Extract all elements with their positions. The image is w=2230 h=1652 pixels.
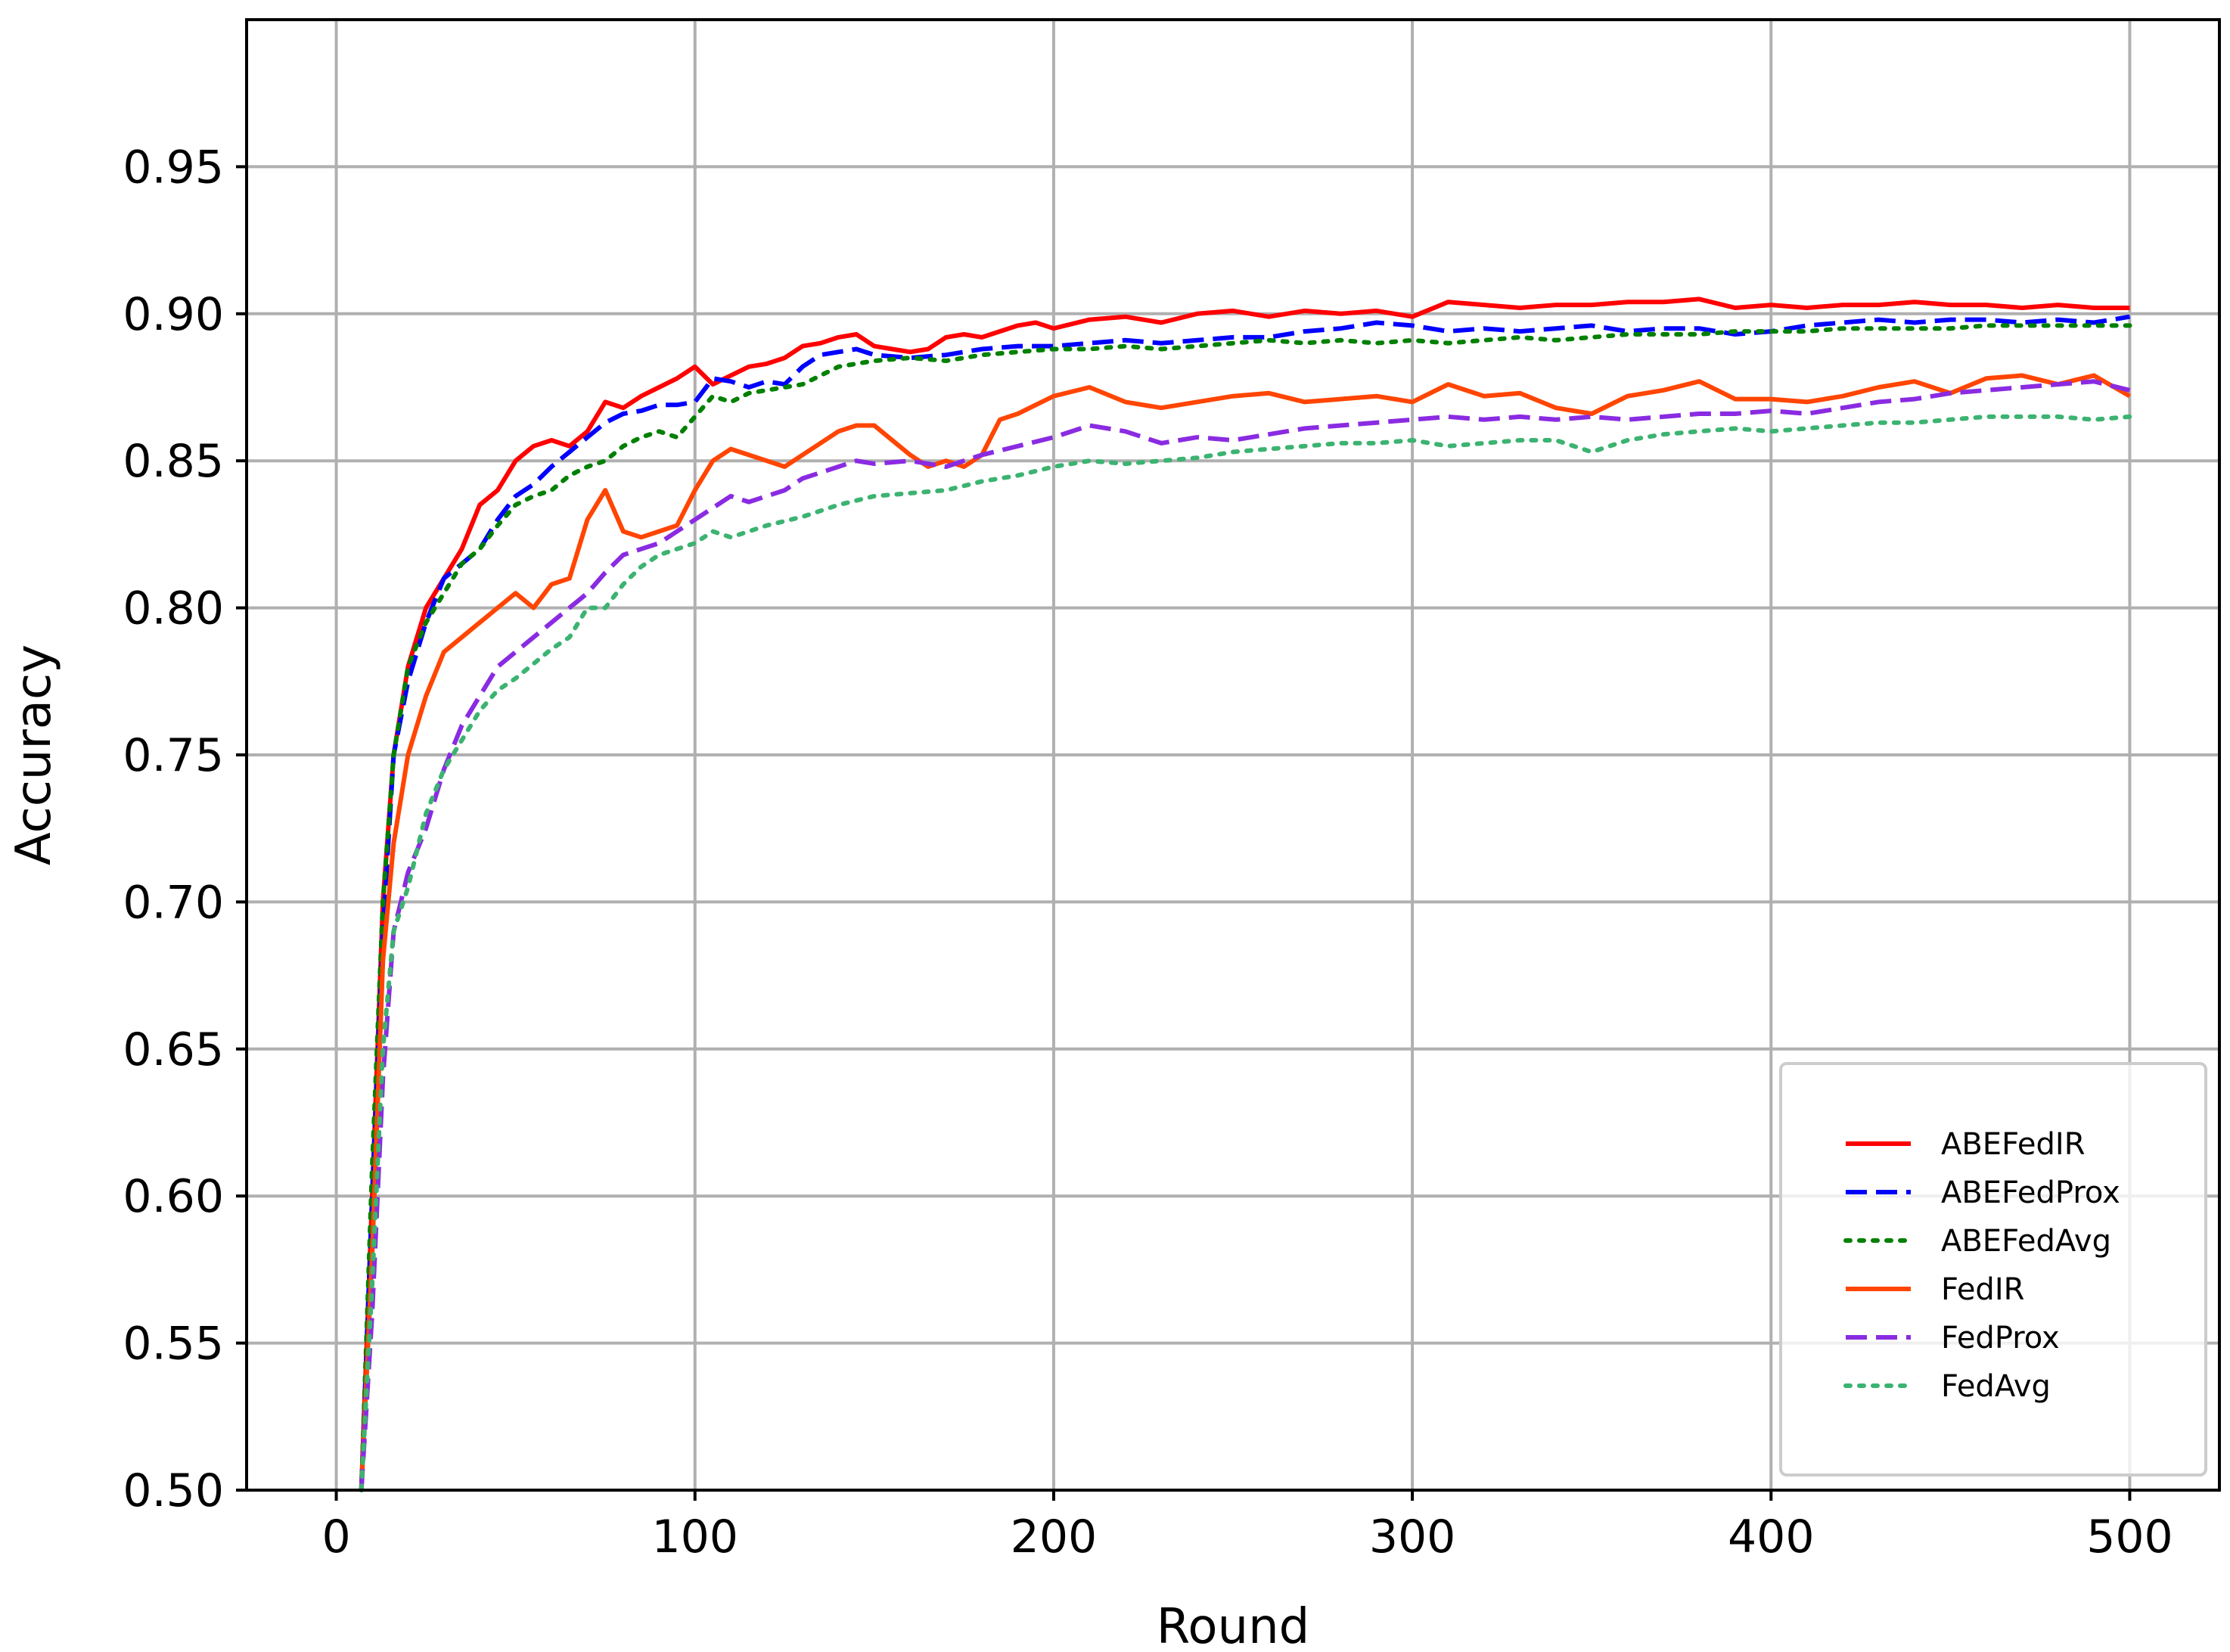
series-line-fedavg — [359, 414, 2132, 1492]
y-tick-label-8: 0.90 — [123, 288, 224, 341]
y-tick-label-3: 0.65 — [123, 1023, 224, 1076]
y-tick-label-0: 0.50 — [123, 1464, 224, 1517]
y-tick-label-6: 0.80 — [123, 582, 224, 635]
grid-lines — [247, 20, 2219, 1492]
y-tick-label-1: 0.55 — [123, 1318, 224, 1371]
x-tick-label-2: 200 — [1011, 1511, 1098, 1564]
y-tick-label-7: 0.85 — [123, 435, 224, 488]
x-tick-label-1: 100 — [651, 1511, 738, 1564]
axis-ticks: 0 100 200 300 400 500 0.50 0.55 0.60 0.65 0.70 0.75… — [123, 141, 2173, 1564]
y-tick-label-5: 0.75 — [123, 729, 224, 782]
legend-label-fedir: FedIR — [1941, 1272, 2024, 1307]
y-axis-label: Accuracy — [6, 644, 62, 865]
legend-label-abefedir: ABEFedIR — [1941, 1127, 2086, 1162]
x-tick-label-4: 400 — [1728, 1511, 1815, 1564]
series-line-abefedavg — [359, 323, 2132, 1492]
legend-label-abefedavg: ABEFedAvg — [1941, 1224, 2111, 1259]
x-tick-label-3: 300 — [1369, 1511, 1456, 1564]
legend-label-abefedprox: ABEFedProx — [1941, 1175, 2120, 1210]
y-tick-label-9: 0.95 — [123, 141, 224, 194]
series-line-abefedir — [359, 297, 2130, 1491]
legend-box — [1779, 1062, 2207, 1477]
series-line-abefedprox — [359, 314, 2130, 1491]
y-tick-label-4: 0.70 — [123, 876, 224, 929]
x-axis-label: Round — [1157, 1599, 1310, 1652]
series-layer — [359, 297, 2132, 1492]
legend-label-fedavg: FedAvg — [1941, 1369, 2051, 1404]
legend: ABEFedIR ABEFedProx ABEFedAvg FedIR FedProx F… — [1779, 1062, 2207, 1477]
x-tick-label-0: 0 — [321, 1511, 350, 1564]
series-line-fedprox — [359, 379, 2131, 1491]
x-tick-label-5: 500 — [2086, 1511, 2173, 1564]
legend-label-fedprox: FedProx — [1941, 1321, 2060, 1355]
y-tick-label-2: 0.60 — [123, 1170, 224, 1223]
